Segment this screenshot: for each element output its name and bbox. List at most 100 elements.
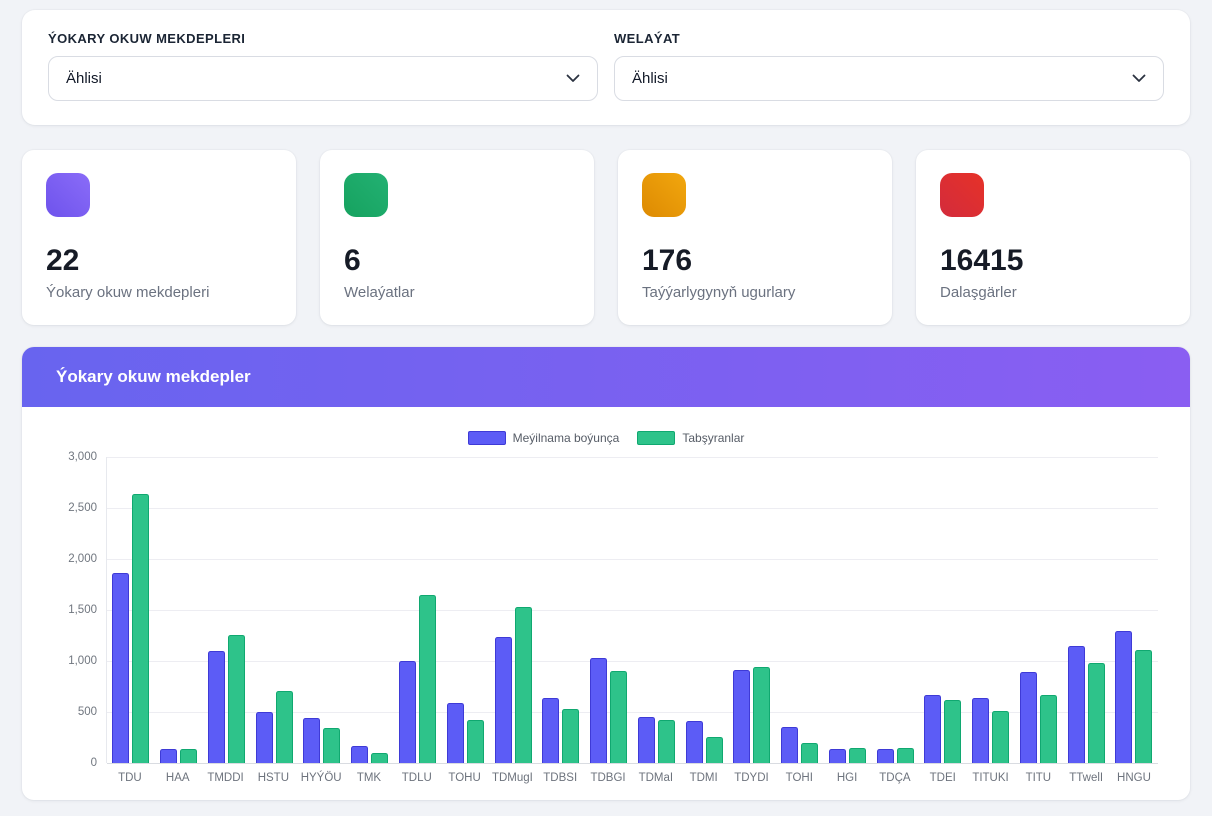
bar-group-HAA bbox=[155, 457, 203, 763]
filters-panel: ÝOKARY OKUW MEKDEPLERI Ählisi WELAÝAT Äh… bbox=[22, 10, 1190, 125]
bar bbox=[992, 710, 1010, 763]
gridline bbox=[107, 763, 1158, 764]
universities-chart-card: Ýokary okuw mekdepler Meýilnama boýunça T… bbox=[22, 347, 1190, 800]
legend-item[interactable]: Meýilnama boýunça bbox=[467, 431, 619, 445]
stat-card-universities: 22 Ýokary okuw mekdepleri bbox=[22, 150, 296, 325]
programs-icon bbox=[642, 173, 686, 217]
y-axis-tick-label: 1,500 bbox=[68, 604, 97, 616]
x-axis-label: HYÝÖU bbox=[300, 772, 342, 784]
x-axis-label: TDEI bbox=[929, 772, 956, 784]
bar bbox=[160, 748, 178, 763]
bar bbox=[494, 636, 512, 763]
legend-item[interactable]: Tabşyranlar bbox=[637, 431, 744, 445]
bar bbox=[896, 748, 914, 763]
chevron-down-icon bbox=[566, 74, 580, 82]
x-axis-label: TDU bbox=[118, 772, 142, 784]
stats-row: 22 Ýokary okuw mekdepleri 6 Welaýatlar 1… bbox=[22, 150, 1190, 325]
x-axis-label: TMDDI bbox=[207, 772, 244, 784]
stat-value: 176 bbox=[642, 244, 693, 277]
schools-select-value: Ählisi bbox=[66, 70, 102, 87]
region-icon bbox=[344, 173, 388, 217]
gridline bbox=[107, 559, 1158, 560]
bar bbox=[562, 709, 580, 763]
bar bbox=[132, 493, 150, 763]
x-axis-label: TOHU bbox=[448, 772, 481, 784]
filter-region: WELAÝAT Ählisi bbox=[614, 31, 1164, 101]
university-icon bbox=[46, 173, 90, 217]
legend-swatch-icon bbox=[467, 431, 506, 445]
x-axis-label: TTwelI bbox=[1069, 772, 1104, 784]
bar-group-HNGU bbox=[1110, 457, 1158, 763]
x-axis-label: TMK bbox=[356, 772, 382, 784]
x-axis-label: TDMugI bbox=[491, 772, 533, 784]
bar bbox=[303, 717, 321, 763]
chart-body: Meýilnama boýunça Tabşyranlar 0 500 1,000 1,… bbox=[22, 407, 1190, 800]
region-select[interactable]: Ählisi bbox=[614, 56, 1164, 101]
legend-swatch-icon bbox=[637, 431, 676, 445]
bar bbox=[685, 721, 703, 763]
bar-group-TOHU bbox=[441, 457, 489, 763]
gridline bbox=[107, 457, 1158, 458]
bar bbox=[542, 697, 560, 763]
bar-group-TDÇA bbox=[871, 457, 919, 763]
x-axis-label: HNGU bbox=[1117, 772, 1151, 784]
bar-group-TITU bbox=[1015, 457, 1063, 763]
bar-chart-plot: 0 500 1,000 1,500 2,000 2,500 3,000 bbox=[68, 451, 1158, 769]
bar bbox=[323, 727, 341, 763]
stat-card-regions: 6 Welaýatlar bbox=[320, 150, 594, 325]
x-axis-label: TITUKI bbox=[972, 772, 1009, 784]
stat-value: 6 bbox=[344, 244, 361, 277]
bar bbox=[1135, 649, 1153, 763]
bar-group-TMK bbox=[346, 457, 394, 763]
bar bbox=[944, 699, 962, 763]
chevron-down-icon bbox=[1132, 74, 1146, 82]
chart-title: Ýokary okuw mekdepler bbox=[56, 367, 251, 386]
x-axis-label: TITU bbox=[1025, 772, 1052, 784]
bar-group-HSTU bbox=[250, 457, 298, 763]
bar bbox=[227, 635, 245, 763]
x-axis-label: HSTU bbox=[257, 772, 289, 784]
region-select-value: Ählisi bbox=[632, 70, 668, 87]
y-axis-tick-label: 2,500 bbox=[68, 502, 97, 514]
stat-label: Ýokary okuw mekdepleri bbox=[46, 284, 210, 301]
x-axis-label: TDYDI bbox=[734, 772, 769, 784]
bar-group-TDYDI bbox=[728, 457, 776, 763]
x-axis-labels: TDU HAA TMDDI HSTU HYÝÖU TMK TDLU TOHU TDMugI TDB… bbox=[106, 772, 1158, 784]
y-axis-tick-label: 500 bbox=[77, 706, 97, 718]
gridline bbox=[107, 508, 1158, 509]
y-axis-tick-label: 1,000 bbox=[68, 655, 97, 667]
bar bbox=[1019, 671, 1037, 763]
bar bbox=[972, 697, 990, 763]
bar bbox=[753, 667, 771, 763]
bars-row bbox=[107, 457, 1158, 763]
bar bbox=[848, 747, 866, 763]
bar bbox=[255, 712, 273, 763]
bar bbox=[781, 727, 799, 763]
x-axis-label: TDMI bbox=[689, 772, 718, 784]
bar bbox=[828, 749, 846, 763]
schools-select[interactable]: Ählisi bbox=[48, 56, 598, 101]
x-axis-label: HAA bbox=[165, 772, 190, 784]
y-axis-tick-label: 2,000 bbox=[68, 553, 97, 565]
bar bbox=[180, 749, 198, 763]
filter-region-label: WELAÝAT bbox=[614, 31, 681, 46]
bar bbox=[207, 650, 225, 763]
y-axis-tick-label: 0 bbox=[90, 757, 97, 769]
bar-group-HYÝÖU bbox=[298, 457, 346, 763]
bar bbox=[705, 737, 723, 763]
filter-schools: ÝOKARY OKUW MEKDEPLERI Ählisi bbox=[48, 31, 598, 101]
x-axis-label: HGI bbox=[836, 772, 858, 784]
bar bbox=[924, 695, 942, 763]
bar bbox=[446, 702, 464, 763]
x-axis-label: TDÇA bbox=[879, 772, 911, 784]
bar bbox=[466, 719, 484, 763]
x-axis-label: TDBGI bbox=[590, 772, 626, 784]
bar bbox=[371, 753, 389, 763]
bar-group-TMDDI bbox=[203, 457, 251, 763]
bar-group-TTwelI bbox=[1062, 457, 1110, 763]
bar bbox=[398, 661, 416, 763]
stat-label: Taýýarlygynyň ugurlary bbox=[642, 284, 796, 301]
bar bbox=[418, 594, 436, 763]
bar bbox=[1039, 695, 1057, 763]
stat-label: Welaýatlar bbox=[344, 284, 415, 301]
